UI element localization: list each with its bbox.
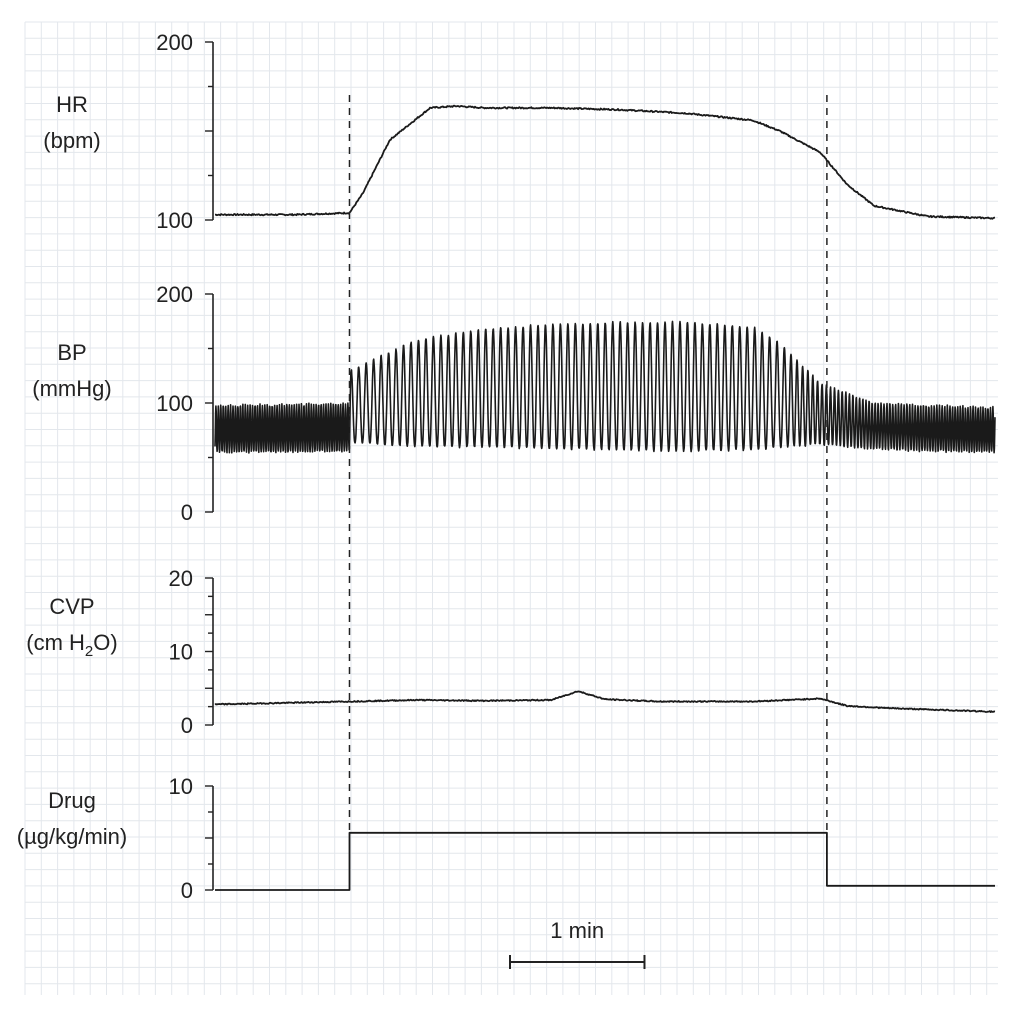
y-tick-label: 0 (181, 878, 193, 903)
vertical-markers (348, 95, 828, 832)
channel-label: CVP (49, 594, 94, 619)
y-tick-label: 0 (181, 500, 193, 525)
y-tick-label: 200 (156, 282, 193, 307)
scale-bar-label: 1 min (550, 918, 604, 943)
channel-label: Drug (48, 788, 96, 813)
channel-unit-label: (µg/kg/min) (17, 824, 127, 849)
channel-unit-label: (cm H2O) (26, 630, 117, 660)
trace-line (214, 690, 996, 713)
y-tick-label: 20 (169, 566, 193, 591)
chart-panels: 100200HR(bpm)0100200BP(mmHg)01020CVP(cm … (17, 30, 996, 903)
time-scale-bar: 1 min (509, 918, 646, 969)
panel-4: 0 10 Drug (µg/kg/min) (17, 774, 995, 903)
y-tick-label: 100 (156, 391, 193, 416)
trace-line (214, 320, 996, 454)
channel-label: BP (57, 340, 86, 365)
panel-3: 0 10 20 CVP (cm H2O) (26, 566, 996, 738)
panel-1: 100 200 HR (bpm) (43, 30, 996, 233)
panel-2: 0 100 200 BP (mmHg) (32, 282, 996, 525)
y-tick-label: 10 (169, 774, 193, 799)
y-tick-label: 100 (156, 208, 193, 233)
trace-line (214, 104, 996, 220)
background-grid (24, 21, 998, 995)
y-tick-label: 0 (181, 713, 193, 738)
channel-unit-label: (mmHg) (32, 376, 111, 401)
y-tick-label: 200 (156, 30, 193, 55)
channel-unit-label: (bpm) (43, 128, 100, 153)
channel-label: HR (56, 92, 88, 117)
y-tick-label: 10 (169, 640, 193, 665)
trace-line (215, 831, 995, 891)
